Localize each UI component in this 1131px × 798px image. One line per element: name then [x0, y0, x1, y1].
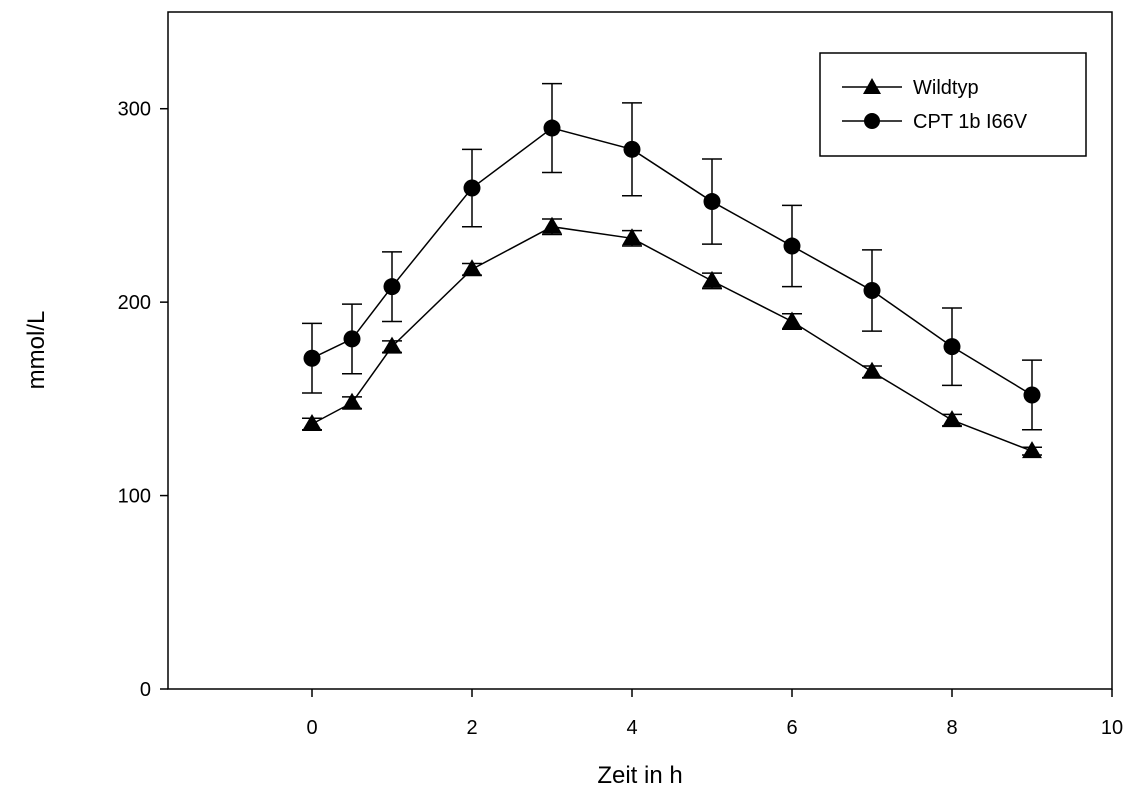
legend-marker-cpt	[864, 113, 880, 129]
x-tick-label: 2	[466, 717, 477, 739]
x-tick-label: 8	[946, 717, 957, 739]
series-line-cpt	[311, 127, 1033, 396]
data-point-circle	[943, 338, 961, 356]
plot-frame	[167, 11, 1113, 690]
data-point-triangle	[782, 311, 802, 329]
series-line-wildtyp	[311, 225, 1033, 452]
data-point-circle	[343, 330, 361, 348]
x-tick-label: 0	[306, 717, 317, 739]
y-axis: 0 100 200 300	[118, 99, 168, 701]
y-tick-label: 0	[140, 679, 151, 701]
data-point-triangle	[942, 410, 962, 428]
data-point-circle	[783, 237, 801, 255]
data-point-circle	[543, 119, 561, 137]
data-point-triangle	[542, 216, 562, 234]
legend: Wildtyp CPT 1b I66V	[819, 52, 1087, 157]
data-point-triangle	[622, 228, 642, 246]
x-tick-label: 6	[786, 717, 797, 739]
legend-label-cpt: CPT 1b I66V	[913, 111, 1028, 133]
data-point-circle	[703, 193, 721, 211]
data-point-circle	[463, 179, 481, 197]
y-axis-label: mmol/L	[23, 311, 50, 390]
series-layer	[302, 82, 1042, 459]
legend-marker-wildtyp	[863, 78, 881, 94]
x-axis: 0 2 4 6 8 10	[306, 689, 1123, 739]
y-tick-label: 300	[118, 99, 151, 121]
data-point-circle	[383, 278, 401, 296]
data-point-triangle	[342, 392, 362, 410]
data-point-triangle	[862, 361, 882, 379]
data-point-triangle	[462, 259, 482, 277]
series-wildtyp	[302, 216, 1042, 459]
legend-label-wildtyp: Wildtyp	[913, 77, 979, 99]
data-point-circle	[623, 140, 641, 158]
x-axis-label: Zeit in h	[597, 762, 682, 789]
legend-box	[819, 52, 1087, 157]
data-point-circle	[863, 282, 881, 300]
data-point-circle	[1023, 386, 1041, 404]
data-point-triangle	[1022, 441, 1042, 459]
data-point-triangle	[382, 336, 402, 354]
data-point-triangle	[702, 270, 722, 288]
y-tick-label: 100	[118, 486, 151, 508]
y-tick-label: 200	[118, 292, 151, 314]
data-point-triangle	[302, 414, 322, 432]
x-tick-label: 4	[626, 717, 637, 739]
series-cpt	[302, 82, 1042, 431]
x-tick-label: 10	[1101, 717, 1123, 739]
data-point-circle	[303, 349, 321, 367]
